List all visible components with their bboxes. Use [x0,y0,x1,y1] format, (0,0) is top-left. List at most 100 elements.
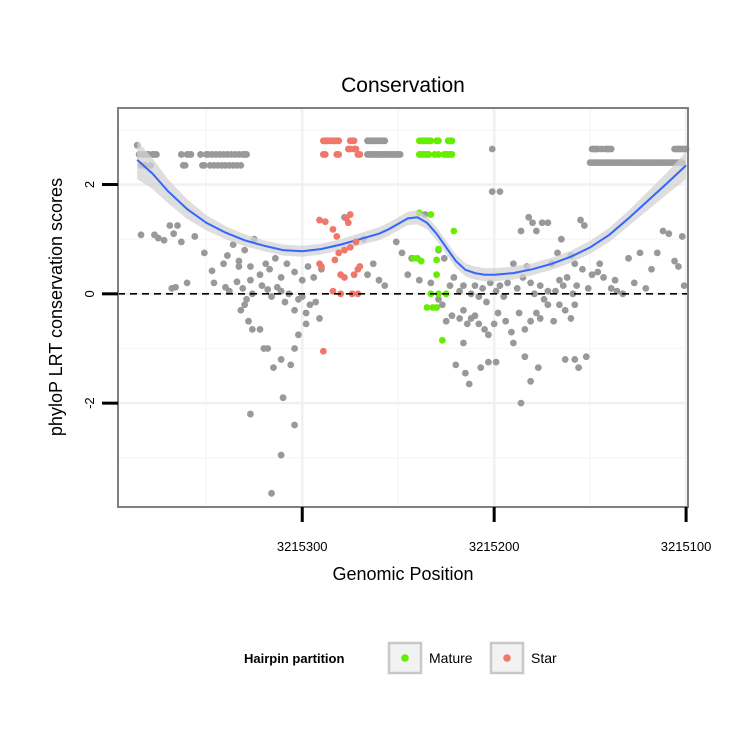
data-point-other [625,254,632,262]
data-point-other [529,219,536,227]
data-point-other [515,309,523,317]
data-point-other [271,254,279,262]
data-point-other [247,263,254,270]
data-point-mature [435,137,442,145]
data-point-other [404,271,412,279]
data-point-mature [425,151,433,158]
data-point-other [306,301,314,309]
data-point-other [197,151,204,158]
data-point-other [678,233,686,240]
y-tick-label: -2 [82,397,97,409]
data-point-other [485,331,492,339]
data-point-other [172,283,179,291]
data-point-other [438,301,446,309]
data-point-other [508,328,515,336]
data-point-other [396,151,404,158]
data-point-mature [427,137,435,145]
data-point-other [525,213,533,221]
data-point-other [532,309,540,317]
data-point-other [440,254,448,262]
data-point-other [517,399,525,407]
data-point-other [607,284,615,292]
x-tick-label: 3215100 [661,539,712,554]
data-point-mature [417,257,425,265]
legend-label-star: Star [531,650,557,666]
data-point-other [258,282,266,290]
data-point-other [460,282,467,290]
data-point-other [460,339,467,347]
data-point-other [573,282,581,290]
legend-label-mature: Mature [429,650,473,666]
plot-panel [117,107,690,508]
data-point-mature [435,245,442,253]
data-point-other [200,249,208,257]
data-point-other [485,358,492,366]
data-point-other [427,279,435,287]
x-tick-label: 3215200 [469,539,520,554]
data-point-other [298,276,306,284]
data-point-other [479,284,487,292]
data-point-other [544,301,552,309]
data-point-other [571,356,579,363]
y-tick-label: 0 [82,290,97,297]
data-point-star [321,151,329,158]
data-point-other [557,235,565,243]
data-point-other [636,249,644,257]
data-point-other [154,234,162,242]
data-point-other [177,151,185,158]
data-point-other [237,161,245,169]
data-point-other [243,151,250,158]
data-point-other [291,421,298,429]
data-point-other [550,317,558,325]
data-point-other [556,301,563,309]
data-point-other [481,325,488,333]
data-point-other [291,268,298,276]
data-point-other [475,320,483,328]
data-point-other [183,279,191,287]
data-point-other [527,279,535,287]
data-point-other [381,282,389,290]
data-point-star [335,137,343,145]
data-point-mature [433,256,440,264]
data-point-other [262,260,270,268]
data-point-other [398,249,406,257]
data-point-star [316,216,323,224]
data-point-other [594,268,602,276]
data-point-other [223,252,231,259]
data-point-other [561,306,569,314]
data-point-other [571,260,579,268]
data-point-other [488,188,496,196]
data-point-other [577,216,584,224]
data-point-other [456,315,464,322]
data-point-other [239,284,247,292]
data-point-star [354,290,362,298]
data-point-other [540,295,548,303]
data-point-other [680,282,688,290]
data-point-other [152,151,160,158]
data-point-other [582,353,590,361]
data-point-other [567,315,575,322]
data-point-other [488,145,496,153]
data-point-other [264,286,272,293]
data-point-other [544,219,552,227]
data-point-mature [435,290,442,298]
data-point-other [298,293,306,300]
data-point-other [174,222,181,229]
data-point-mature [438,336,446,344]
data-point-star [321,218,329,226]
data-point-mature [448,151,456,158]
data-point-other [270,364,277,372]
data-point-other [588,271,596,279]
y-axis-label: phyloP LRT conservation scores [46,178,66,436]
data-point-other [584,284,592,292]
data-point-other [310,274,318,281]
data-point-other [277,356,285,363]
data-point-star [346,243,354,251]
data-point-star [346,211,354,218]
y-tick-label: 2 [82,181,97,188]
data-point-other [266,265,274,273]
data-point-other [527,317,535,325]
data-point-other [446,282,454,290]
data-point-other [442,317,450,325]
data-point-other [554,249,561,257]
